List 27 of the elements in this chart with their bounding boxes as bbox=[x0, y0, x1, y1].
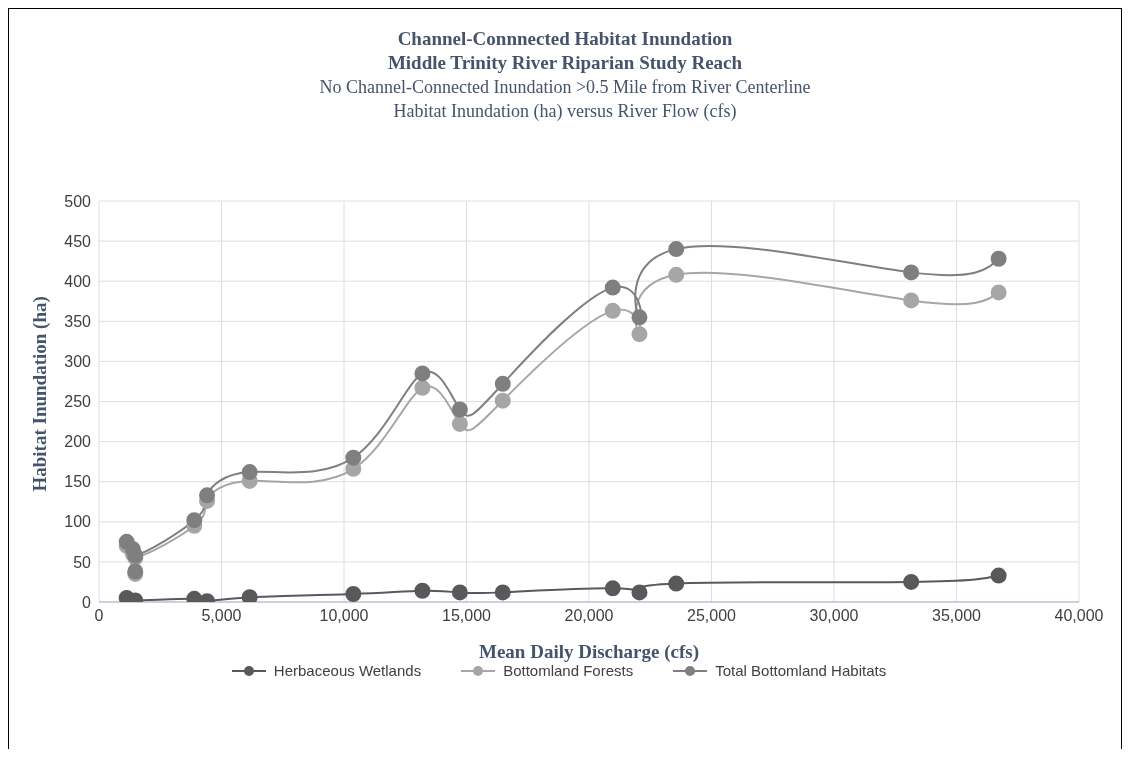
legend-label: Herbaceous Wetlands bbox=[273, 662, 422, 679]
y-tick-label: 500 bbox=[64, 192, 92, 210]
x-tick-label: 5,000 bbox=[201, 607, 242, 625]
y-tick-label: 350 bbox=[64, 312, 92, 330]
x-tick-label: 40,000 bbox=[1054, 607, 1104, 625]
x-tick-label: 10,000 bbox=[319, 607, 369, 625]
y-tick-label: 0 bbox=[82, 593, 92, 611]
x-axis-title: Mean Daily Discharge (cfs) bbox=[478, 641, 700, 663]
x-tick-label: 35,000 bbox=[932, 607, 982, 625]
y-tick-label: 250 bbox=[64, 393, 92, 411]
x-tick-label: 20,000 bbox=[564, 607, 614, 625]
y-tick-label: 200 bbox=[64, 433, 92, 451]
y-tick-label: 450 bbox=[64, 232, 92, 250]
x-tick-label: 0 bbox=[94, 607, 104, 625]
legend-label: Total Bottomland Habitats bbox=[715, 662, 887, 679]
x-tick-label: 30,000 bbox=[809, 607, 859, 625]
x-tick-label: 15,000 bbox=[442, 607, 492, 625]
x-tick-label: 25,000 bbox=[687, 607, 737, 625]
legend-label: Bottomland Forests bbox=[503, 662, 634, 679]
chart-subtitle: No Channel-Connected Inundation >0.5 Mile from River Centerline Habitat Inundation (ha) versus River Flow (cfs) bbox=[318, 76, 812, 123]
y-tick-label: 300 bbox=[64, 353, 92, 371]
y-tick-label: 400 bbox=[64, 272, 92, 290]
y-tick-label: 100 bbox=[64, 513, 92, 531]
y-tick-label: 150 bbox=[64, 473, 92, 491]
y-axis-title: Habitat Inundation (ha) bbox=[28, 296, 51, 492]
y-tick-label: 50 bbox=[73, 553, 92, 571]
chart-title: Channel-Connnected Habitat Inundation Middle Trinity River Riparian Study Reach bbox=[386, 27, 744, 75]
